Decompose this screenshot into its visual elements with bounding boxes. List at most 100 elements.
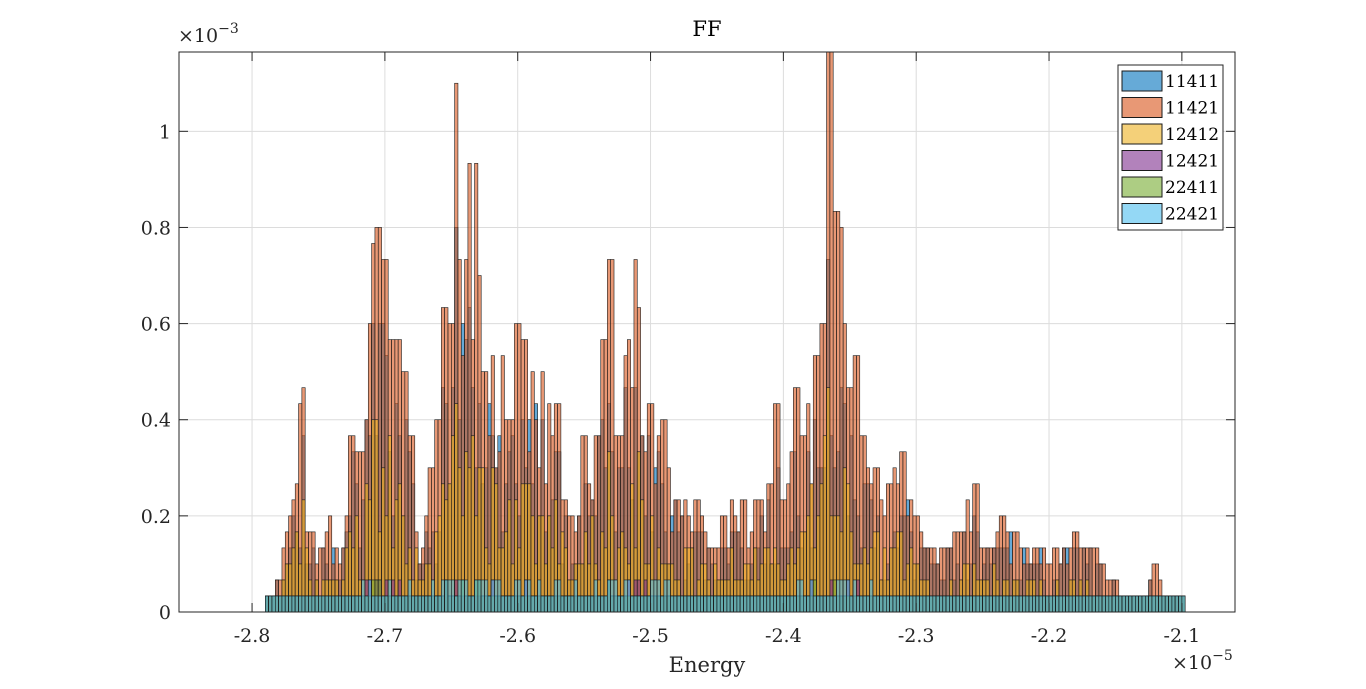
histogram-bar-22421 bbox=[806, 595, 811, 613]
histogram-bar-22421 bbox=[394, 595, 399, 613]
histogram-bar-12412 bbox=[381, 467, 386, 613]
histogram-bar-22421 bbox=[700, 595, 704, 613]
histogram-bar-22421 bbox=[1081, 595, 1086, 613]
histogram-bar-22421 bbox=[683, 595, 688, 613]
histogram-bar-22421 bbox=[553, 579, 558, 613]
histogram-bar-22421 bbox=[633, 595, 638, 613]
histogram-bar-12412 bbox=[822, 435, 827, 613]
histogram-bar-22421 bbox=[480, 579, 485, 613]
histogram-bar-22421 bbox=[583, 595, 588, 613]
histogram-bar-22421 bbox=[756, 595, 761, 613]
histogram-bar-22421 bbox=[1035, 595, 1040, 613]
x-tick-label: -2.6 bbox=[499, 625, 536, 647]
histogram-bar-22421 bbox=[570, 595, 575, 613]
histogram-bar-12412 bbox=[467, 467, 472, 613]
legend-box bbox=[1117, 64, 1224, 231]
histogram-bar-22421 bbox=[298, 595, 303, 613]
histogram-bar-22421 bbox=[371, 595, 376, 613]
histogram-bar-22421 bbox=[972, 595, 977, 613]
histogram-bar-22421 bbox=[919, 595, 924, 613]
histogram-bar-22421 bbox=[975, 595, 980, 613]
histogram-bar-22421 bbox=[401, 595, 406, 613]
histogram-bar-22421 bbox=[494, 579, 499, 613]
histogram-bar-22421 bbox=[992, 595, 997, 613]
histogram-bar-22421 bbox=[799, 579, 804, 613]
histogram-bar-22421 bbox=[507, 595, 512, 613]
histogram-bar-22421 bbox=[892, 595, 897, 613]
histogram-bar-22421 bbox=[341, 595, 346, 613]
histogram-bar-22421 bbox=[1128, 595, 1133, 613]
histogram-bar-22421 bbox=[816, 595, 821, 613]
histogram-bar-22421 bbox=[1095, 595, 1100, 613]
histogram-bar-22421 bbox=[560, 595, 565, 613]
histogram-bar-22421 bbox=[1022, 595, 1027, 613]
histogram-bar-22421 bbox=[344, 595, 349, 613]
histogram-bar-12412 bbox=[826, 387, 831, 613]
legend[interactable]: 11411 11421 12412 12421 22411 22421 bbox=[1117, 64, 1224, 231]
histogram-bar-22421 bbox=[504, 595, 509, 613]
histogram-bar-22421 bbox=[656, 579, 661, 613]
histogram-bar-22421 bbox=[1101, 595, 1106, 613]
histogram-bar-22421 bbox=[852, 579, 857, 613]
ticks: -2.8 -2.7 -2.6 -2.5 -2.4 -2.3 -2.2 -2.1 0 0.2 0.4 0… bbox=[141, 52, 1235, 647]
histogram-bar-22421 bbox=[275, 595, 279, 613]
histogram-bar-22421 bbox=[441, 579, 445, 613]
histogram-bar-22421 bbox=[1161, 595, 1166, 613]
histogram-bar-22421 bbox=[932, 595, 937, 613]
histogram-bar-22421 bbox=[610, 579, 615, 613]
histogram-bar-22421 bbox=[1091, 595, 1096, 613]
histogram-bar-22421 bbox=[945, 595, 950, 613]
histogram-bar-22421 bbox=[607, 579, 611, 613]
histogram-bar-22421 bbox=[676, 595, 681, 613]
histogram-bar-12412 bbox=[630, 483, 635, 613]
histogram-bar-22421 bbox=[1042, 595, 1047, 613]
histogram-bar-22421 bbox=[407, 579, 412, 613]
histogram-bar-22421 bbox=[1018, 595, 1023, 613]
histogram-bar-22421 bbox=[859, 595, 864, 613]
histogram-bar-22421 bbox=[889, 595, 894, 613]
histogram-bar-22421 bbox=[474, 579, 479, 613]
histogram-bar-22421 bbox=[1052, 595, 1056, 613]
histogram-bar-12412 bbox=[470, 435, 475, 613]
histogram-bar-22421 bbox=[534, 595, 538, 613]
histogram-bar-22421 bbox=[935, 595, 940, 613]
x-exponent-base: ×10 bbox=[1172, 652, 1212, 674]
histogram-bar-22421 bbox=[434, 595, 439, 613]
histogram-bar-22421 bbox=[334, 595, 339, 613]
histogram-bar-22421 bbox=[1078, 595, 1083, 613]
histogram-bar-22421 bbox=[1055, 595, 1060, 613]
legend-swatch-11411 bbox=[1121, 70, 1163, 92]
histogram-bar-22421 bbox=[377, 595, 382, 613]
histogram-bar-22421 bbox=[670, 595, 675, 613]
histogram-bar-22421 bbox=[437, 595, 442, 613]
y-tick-label: 0 bbox=[159, 602, 171, 624]
x-tick-label: -2.7 bbox=[367, 625, 404, 647]
histogram-bar-22421 bbox=[457, 579, 462, 613]
histogram-bar-22421 bbox=[955, 595, 960, 613]
histogram-bar-22421 bbox=[1141, 595, 1146, 613]
y-tick-label: 0.2 bbox=[141, 506, 171, 528]
histogram-bar-22421 bbox=[1012, 595, 1017, 613]
histogram-bar-22421 bbox=[620, 595, 625, 613]
histogram-bar-22421 bbox=[640, 595, 645, 613]
x-tick-label: -2.2 bbox=[1031, 625, 1068, 647]
histogram-bar-22421 bbox=[942, 595, 947, 613]
histogram-bar-22421 bbox=[1065, 595, 1070, 613]
histogram-bar-22421 bbox=[826, 595, 831, 613]
histogram-bar-22421 bbox=[1032, 595, 1037, 613]
histogram-bar-22421 bbox=[673, 595, 678, 613]
histogram-bar-22421 bbox=[686, 595, 691, 613]
histogram-bar-22421 bbox=[265, 595, 269, 613]
histogram-bar-22421 bbox=[397, 595, 402, 613]
histogram-bar-22421 bbox=[739, 595, 744, 613]
histogram-bar-22421 bbox=[763, 595, 768, 613]
histogram-bar-22421 bbox=[1008, 595, 1013, 613]
histogram-bar-22421 bbox=[527, 579, 532, 613]
legend-label-22421: 22421 bbox=[1165, 205, 1219, 225]
histogram-bar-22421 bbox=[351, 595, 356, 613]
histogram-bar-22421 bbox=[630, 595, 635, 613]
histogram-bar-22421 bbox=[1148, 595, 1153, 613]
histogram-bar-22421 bbox=[411, 595, 416, 613]
